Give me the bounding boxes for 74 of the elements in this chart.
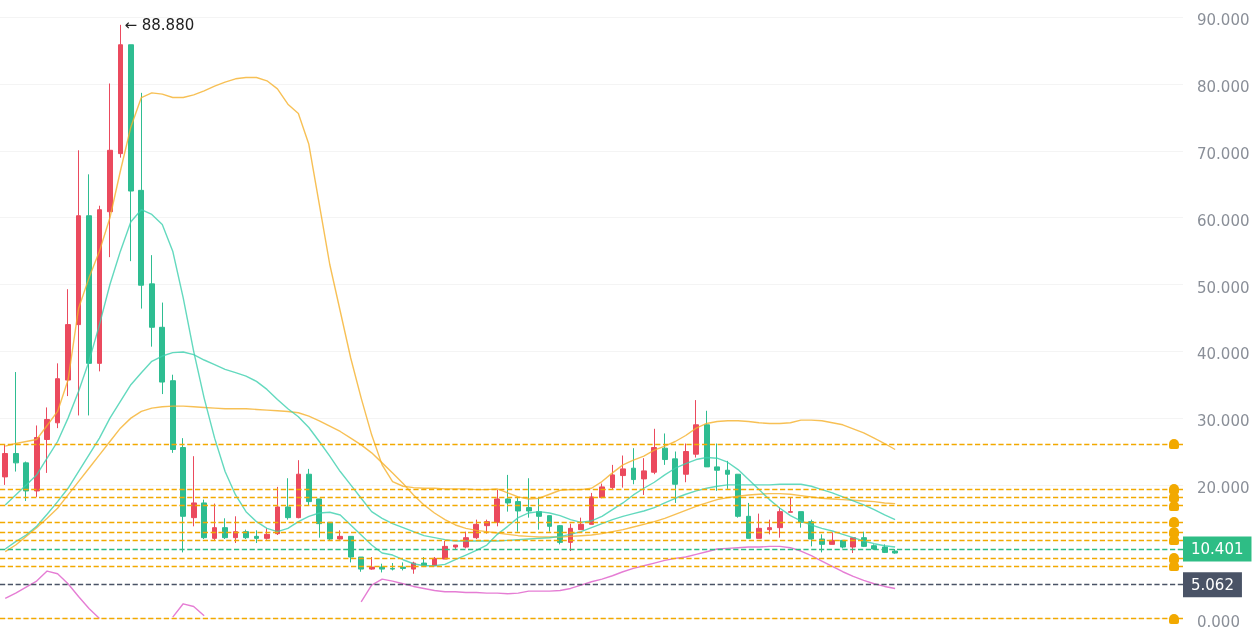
line-series (4, 209, 896, 567)
candlestick (86, 173, 92, 416)
candlestick (337, 529, 343, 541)
candlestick (275, 486, 280, 536)
candlestick (400, 561, 406, 571)
candlestick (756, 513, 762, 539)
candlestick (641, 457, 647, 496)
candlestick (578, 517, 584, 531)
candlestick (118, 24, 123, 159)
candlestick (13, 371, 19, 473)
candlestick (746, 502, 751, 539)
candlestick (44, 406, 50, 474)
candlestick (788, 497, 793, 513)
candlestick (494, 489, 500, 527)
candlestick (693, 399, 699, 459)
candlestick (526, 477, 532, 519)
candlestick (65, 288, 71, 397)
candlestick (138, 92, 144, 310)
candlestick (620, 455, 626, 489)
candlestick (55, 362, 60, 429)
candlestick (704, 410, 710, 468)
candlestick (505, 474, 511, 513)
ref-line-label: 10.401 (1191, 540, 1244, 559)
candlestick (651, 428, 657, 475)
candlestick (547, 515, 552, 533)
y-tick-label: 80.000 (1197, 78, 1250, 97)
candlestick (23, 461, 29, 502)
candlestick (170, 374, 176, 454)
candlestick (725, 460, 730, 490)
candlestick (536, 496, 542, 531)
candlestick (285, 477, 291, 521)
candlestick (631, 447, 636, 485)
candlestick (453, 544, 458, 550)
candlestick (306, 468, 312, 507)
candlestick (610, 464, 615, 491)
candlestick (379, 563, 385, 573)
y-tick-label: 40.000 (1197, 345, 1250, 364)
candlestick (589, 492, 594, 525)
candlestick (390, 562, 395, 571)
annotation: ← 88.880 (124, 15, 195, 34)
candlestick (212, 503, 217, 542)
y-tick-label: 90.000 (1197, 11, 1250, 30)
candlestick (316, 498, 322, 539)
candlestick (369, 556, 375, 571)
candlestick (442, 540, 448, 560)
candlestick (296, 459, 301, 519)
candlestick (672, 451, 678, 504)
candlestick (97, 205, 102, 372)
y-tick-label: 20.000 (1197, 478, 1250, 497)
candlestick (714, 443, 720, 492)
candlestick (515, 496, 521, 533)
candlestick (662, 432, 668, 466)
candlestick (159, 302, 165, 395)
candlestick (222, 517, 228, 540)
candlestick (128, 44, 134, 262)
candlestick (829, 531, 835, 545)
candlestick (34, 424, 40, 498)
candlestick (767, 519, 772, 535)
candlestick (201, 499, 207, 540)
candlestick (76, 149, 81, 416)
candlestick (254, 529, 259, 544)
ref-line-label: 5.062 (1191, 575, 1234, 594)
y-tick-label: 60.000 (1197, 211, 1250, 230)
y-tick-label: 30.000 (1197, 412, 1250, 431)
y-tick-label: 0.000 (1197, 612, 1240, 629)
candlestick (107, 82, 113, 258)
y-tick-label: 70.000 (1197, 144, 1250, 163)
candlestick (777, 507, 783, 539)
candlestick (264, 527, 270, 541)
candlestick (683, 443, 689, 483)
y-tick-label: 50.000 (1197, 278, 1250, 297)
candlestick (191, 455, 197, 527)
candlestick (2, 444, 8, 486)
candlestick (149, 254, 155, 348)
